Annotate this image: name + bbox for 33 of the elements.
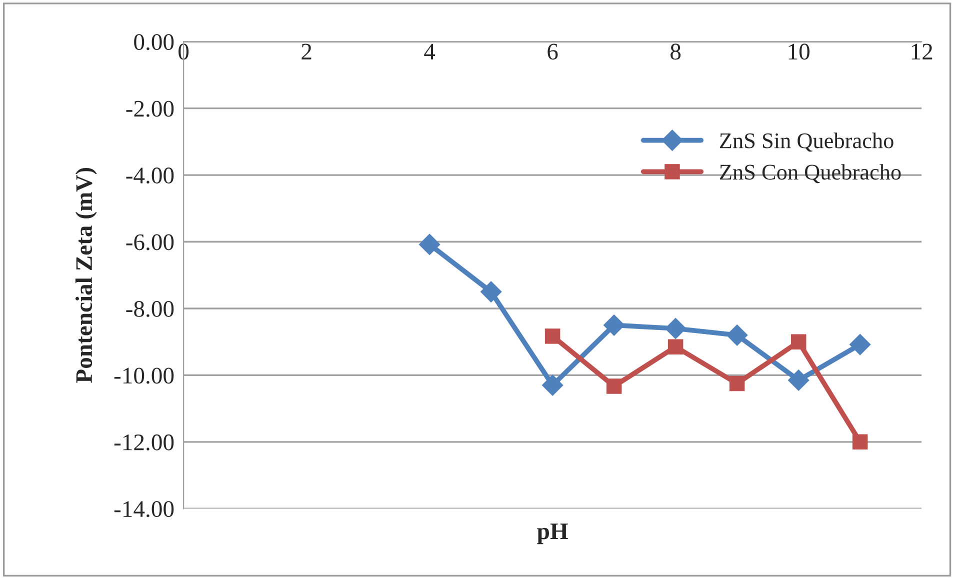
point	[603, 314, 625, 336]
point	[790, 334, 806, 350]
x-tick-label: 4	[424, 44, 436, 60]
y-tick-label: -8.00	[126, 300, 174, 318]
x-tick-label: 2	[302, 44, 312, 60]
legend-label: ZnS Sin Quebracho	[720, 132, 894, 152]
point	[418, 234, 440, 256]
point	[664, 318, 686, 340]
y-tick-label: -10.00	[114, 368, 174, 384]
x-tick-label: 12	[912, 44, 932, 60]
x-tick-label: 8	[670, 44, 681, 60]
point	[480, 281, 502, 303]
point	[726, 324, 748, 346]
y-tick-label: 0.00	[134, 34, 174, 50]
x-tick-label: 10	[788, 44, 810, 60]
y-tick-label: -6.00	[126, 234, 174, 250]
x-tick-label: 0	[178, 44, 189, 60]
point	[849, 334, 871, 356]
point	[544, 328, 560, 344]
y-tick-label: -14.00	[114, 501, 174, 518]
x-axis-title: pH	[537, 524, 568, 544]
x-tick-label: 6	[548, 44, 558, 60]
legend-label: ZnS Con Quebracho	[720, 164, 901, 184]
y-tick-label: -2.00	[126, 100, 174, 117]
point	[542, 374, 564, 396]
point	[788, 369, 810, 392]
y-tick-label: -12.00	[114, 434, 174, 450]
point	[729, 376, 745, 392]
point	[852, 434, 868, 450]
y-axis-title: Pontencial Zeta (mV)	[75, 168, 97, 383]
point	[668, 339, 684, 354]
point	[606, 378, 622, 394]
y-tick-label: -4.00	[126, 168, 174, 184]
